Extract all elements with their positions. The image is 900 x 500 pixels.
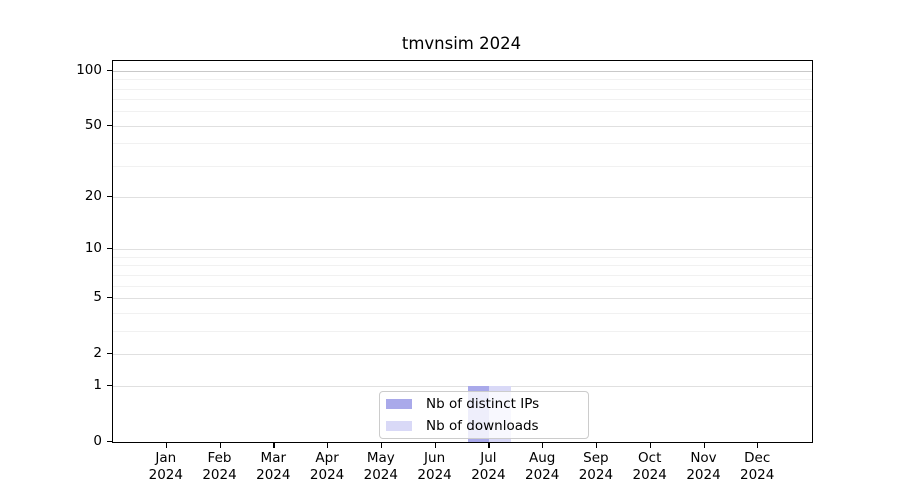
legend-swatch-downloads [386, 421, 412, 431]
major-gridline [113, 197, 812, 199]
x-tick-mark [649, 442, 651, 448]
x-tick-mark [165, 442, 168, 448]
minor-gridline [113, 88, 812, 90]
x-tick-mark [488, 442, 490, 448]
x-tick-mark [703, 442, 705, 448]
x-tick-label: Nov 2024 [686, 450, 721, 483]
major-gridline [113, 249, 812, 251]
x-tick-mark [595, 442, 598, 448]
y-tick-label: 20 [84, 188, 102, 205]
legend-label-downloads: Nb of downloads [426, 418, 539, 434]
minor-gridline [113, 111, 812, 113]
y-tick-mark [107, 352, 112, 354]
x-tick-mark [327, 442, 329, 448]
y-tick-mark [107, 69, 112, 71]
major-gridline [113, 386, 812, 388]
chart-title: tmvnsim 2024 [401, 34, 522, 53]
x-tick-label: Aug 2024 [525, 450, 560, 483]
y-tick-label: 1 [93, 377, 102, 394]
y-tick-label: 100 [76, 61, 102, 78]
minor-gridline [113, 165, 812, 167]
legend-item-distinct-ips: Nb of distinct IPs [386, 395, 588, 413]
minor-gridline [113, 79, 812, 81]
y-tick-label: 50 [84, 116, 102, 133]
x-tick-label: May 2024 [363, 450, 398, 483]
major-gridline [113, 297, 812, 299]
minor-gridline [113, 99, 812, 101]
plot-area [112, 60, 813, 443]
y-tick-mark [107, 385, 112, 387]
minor-gridline [113, 285, 812, 287]
x-tick-mark [380, 442, 383, 448]
legend: Nb of distinct IPs Nb of downloads [379, 391, 589, 439]
x-tick-mark [273, 442, 275, 448]
y-tick-mark [107, 124, 112, 126]
x-tick-label: Jul 2024 [471, 450, 506, 483]
y-tick-mark [107, 441, 112, 443]
y-tick-label: 5 [93, 288, 102, 305]
y-tick-mark [107, 248, 112, 250]
y-tick-label: 2 [93, 344, 102, 361]
x-tick-label: Feb 2024 [202, 450, 237, 483]
legend-label-distinct-ips: Nb of distinct IPs [426, 396, 540, 412]
x-tick-mark [757, 442, 759, 448]
x-tick-mark [434, 442, 436, 448]
minor-gridline [113, 312, 812, 314]
minor-gridline [113, 256, 812, 258]
x-tick-label: Jun 2024 [417, 450, 452, 483]
minor-gridline [113, 330, 812, 332]
major-gridline [113, 70, 812, 72]
y-tick-label: 10 [84, 240, 102, 257]
legend-swatch-distinct-ips [386, 399, 412, 409]
x-tick-label: Sep 2024 [578, 450, 614, 483]
x-tick-label: Dec 2024 [740, 450, 775, 483]
legend-item-downloads: Nb of downloads [386, 417, 588, 435]
major-gridline [113, 125, 812, 127]
y-tick-label: 0 [93, 433, 102, 449]
x-tick-label: Jan 2024 [148, 450, 183, 483]
x-tick-mark [542, 442, 544, 448]
x-tick-label: Apr 2024 [309, 450, 345, 483]
major-gridline [113, 353, 812, 355]
x-tick-mark [219, 442, 221, 448]
x-tick-label: Oct 2024 [632, 450, 667, 483]
minor-gridline [113, 274, 812, 276]
y-tick-mark [107, 196, 112, 198]
minor-gridline [113, 265, 812, 267]
minor-gridline [113, 143, 812, 145]
y-tick-mark [107, 296, 112, 299]
x-tick-label: Mar 2024 [256, 450, 291, 483]
